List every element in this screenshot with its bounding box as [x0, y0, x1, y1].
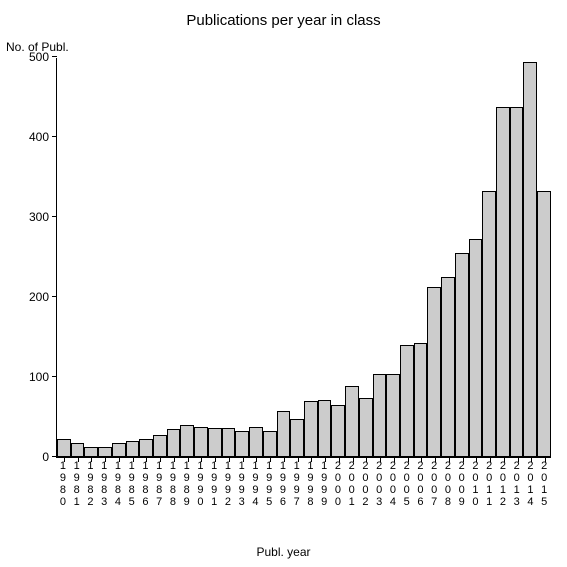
bar: [373, 374, 387, 457]
y-tick-label: 0: [9, 450, 57, 464]
chart-container: Publications per year in class No. of Pu…: [0, 0, 567, 567]
x-tick-label: 1998: [304, 460, 318, 508]
x-tick-label: 1995: [262, 460, 276, 508]
x-tick-label: 1983: [97, 460, 111, 508]
bar: [345, 386, 359, 457]
bar: [290, 419, 304, 457]
bar: [496, 107, 510, 457]
chart-title: Publications per year in class: [0, 12, 567, 29]
x-tick-label: 1989: [180, 460, 194, 508]
x-tick-label: 1980: [56, 460, 70, 508]
bar: [167, 429, 181, 457]
bar: [510, 107, 524, 457]
bar: [57, 439, 71, 457]
bar: [400, 345, 414, 457]
x-tick-label: 1999: [317, 460, 331, 508]
bar: [153, 435, 167, 457]
x-tick-label: 1986: [139, 460, 153, 508]
y-tick-label: 300: [9, 210, 57, 224]
bar: [126, 441, 140, 457]
bar: [523, 62, 537, 457]
bar: [71, 443, 85, 457]
x-tick-label: 2010: [469, 460, 483, 508]
y-tick-mark: [52, 216, 57, 217]
bar: [427, 287, 441, 457]
bar: [249, 427, 263, 457]
bar: [222, 428, 236, 457]
x-tick-label: 1992: [221, 460, 235, 508]
bar: [414, 343, 428, 457]
bar: [482, 191, 496, 457]
bars-group: [57, 58, 551, 457]
bar: [84, 447, 98, 457]
x-tick-label: 1985: [125, 460, 139, 508]
x-tick-label: 1997: [290, 460, 304, 508]
x-tick-label: 1987: [152, 460, 166, 508]
x-tick-label: 2007: [427, 460, 441, 508]
x-tick-label: 2013: [510, 460, 524, 508]
y-tick-mark: [52, 296, 57, 297]
bar: [277, 411, 291, 457]
x-tick-label: 1982: [84, 460, 98, 508]
x-labels: 1980198119821983198419851986198719881989…: [56, 460, 551, 508]
x-tick-label: 2008: [441, 460, 455, 508]
x-tick-label: 2011: [482, 460, 496, 508]
x-tick-label: 1988: [166, 460, 180, 508]
bar: [469, 239, 483, 457]
plot-area: 0100200300400500: [56, 58, 551, 458]
y-tick-label: 200: [9, 290, 57, 304]
x-tick-label: 2004: [386, 460, 400, 508]
bar: [112, 443, 126, 457]
x-tick-label: 2001: [345, 460, 359, 508]
x-tick-label: 2015: [537, 460, 551, 508]
x-tick-label: 2000: [331, 460, 345, 508]
bar: [194, 427, 208, 457]
x-tick-label: 2009: [455, 460, 469, 508]
x-tick-label: 2012: [496, 460, 510, 508]
x-tick-label: 1994: [249, 460, 263, 508]
bar: [263, 431, 277, 457]
x-tick-label: 2014: [524, 460, 538, 508]
bar: [304, 401, 318, 457]
y-tick-label: 100: [9, 370, 57, 384]
bar: [235, 431, 249, 457]
x-axis-title: Publ. year: [0, 545, 567, 559]
x-tick-label: 2006: [414, 460, 428, 508]
bar: [208, 428, 222, 457]
bar: [98, 447, 112, 457]
x-tick-label: 1993: [235, 460, 249, 508]
x-tick-label: 2002: [359, 460, 373, 508]
bar: [455, 253, 469, 457]
x-tick-label: 1996: [276, 460, 290, 508]
x-tick-label: 1984: [111, 460, 125, 508]
x-tick-label: 2003: [372, 460, 386, 508]
bar: [359, 398, 373, 457]
bar: [537, 191, 551, 457]
bar: [139, 439, 153, 457]
bar: [441, 277, 455, 457]
bar: [318, 400, 332, 457]
y-tick-mark: [52, 56, 57, 57]
x-tick-label: 1981: [70, 460, 84, 508]
y-tick-mark: [52, 376, 57, 377]
y-tick-mark: [52, 136, 57, 137]
y-tick-label: 500: [9, 50, 57, 64]
x-tick-label: 2005: [400, 460, 414, 508]
bar: [331, 405, 345, 457]
bar: [386, 374, 400, 457]
y-tick-mark: [52, 456, 57, 457]
y-tick-label: 400: [9, 130, 57, 144]
x-tick-label: 1990: [194, 460, 208, 508]
x-tick-label: 1991: [207, 460, 221, 508]
bar: [180, 425, 194, 457]
